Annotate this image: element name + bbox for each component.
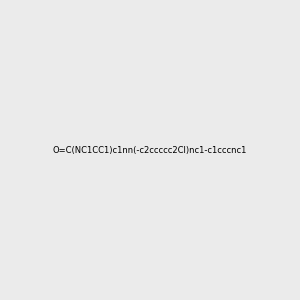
Text: O=C(NC1CC1)c1nn(-c2ccccc2Cl)nc1-c1cccnc1: O=C(NC1CC1)c1nn(-c2ccccc2Cl)nc1-c1cccnc1 (53, 146, 247, 154)
